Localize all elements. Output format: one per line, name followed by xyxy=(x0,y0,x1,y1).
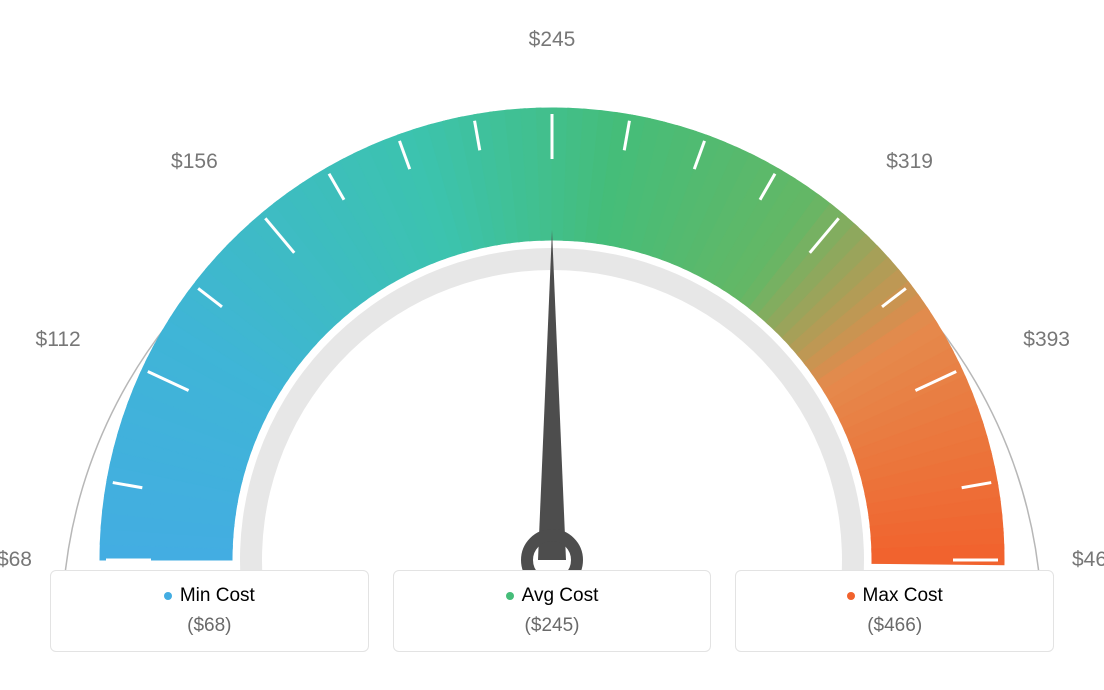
gauge-tick-label: $245 xyxy=(529,28,576,52)
dot-icon xyxy=(847,592,855,600)
legend-title-avg: Avg Cost xyxy=(506,585,599,607)
gauge-tick-label: $112 xyxy=(36,328,81,352)
legend-card-max: Max Cost ($466) xyxy=(735,570,1054,652)
legend-card-min: Min Cost ($68) xyxy=(50,570,369,652)
gauge-container xyxy=(0,0,1104,590)
gauge-tick-label: $68 xyxy=(0,548,32,572)
dot-icon xyxy=(506,592,514,600)
legend-label: Min Cost xyxy=(180,585,255,607)
gauge-chart xyxy=(0,30,1104,590)
legend-card-avg: Avg Cost ($245) xyxy=(393,570,712,652)
legend-title-max: Max Cost xyxy=(847,585,943,607)
legend-label: Avg Cost xyxy=(522,585,599,607)
legend-value: ($245) xyxy=(404,615,701,637)
legend-label: Max Cost xyxy=(863,585,943,607)
legend-title-min: Min Cost xyxy=(164,585,255,607)
legend-value: ($466) xyxy=(746,615,1043,637)
legend-row: Min Cost ($68) Avg Cost ($245) Max Cost … xyxy=(50,570,1054,652)
gauge-tick-label: $466 xyxy=(1072,548,1104,572)
gauge-tick-label: $319 xyxy=(886,150,933,174)
dot-icon xyxy=(164,592,172,600)
gauge-tick-label: $156 xyxy=(171,150,218,174)
gauge-tick-label: $393 xyxy=(1023,328,1070,352)
legend-value: ($68) xyxy=(61,615,358,637)
